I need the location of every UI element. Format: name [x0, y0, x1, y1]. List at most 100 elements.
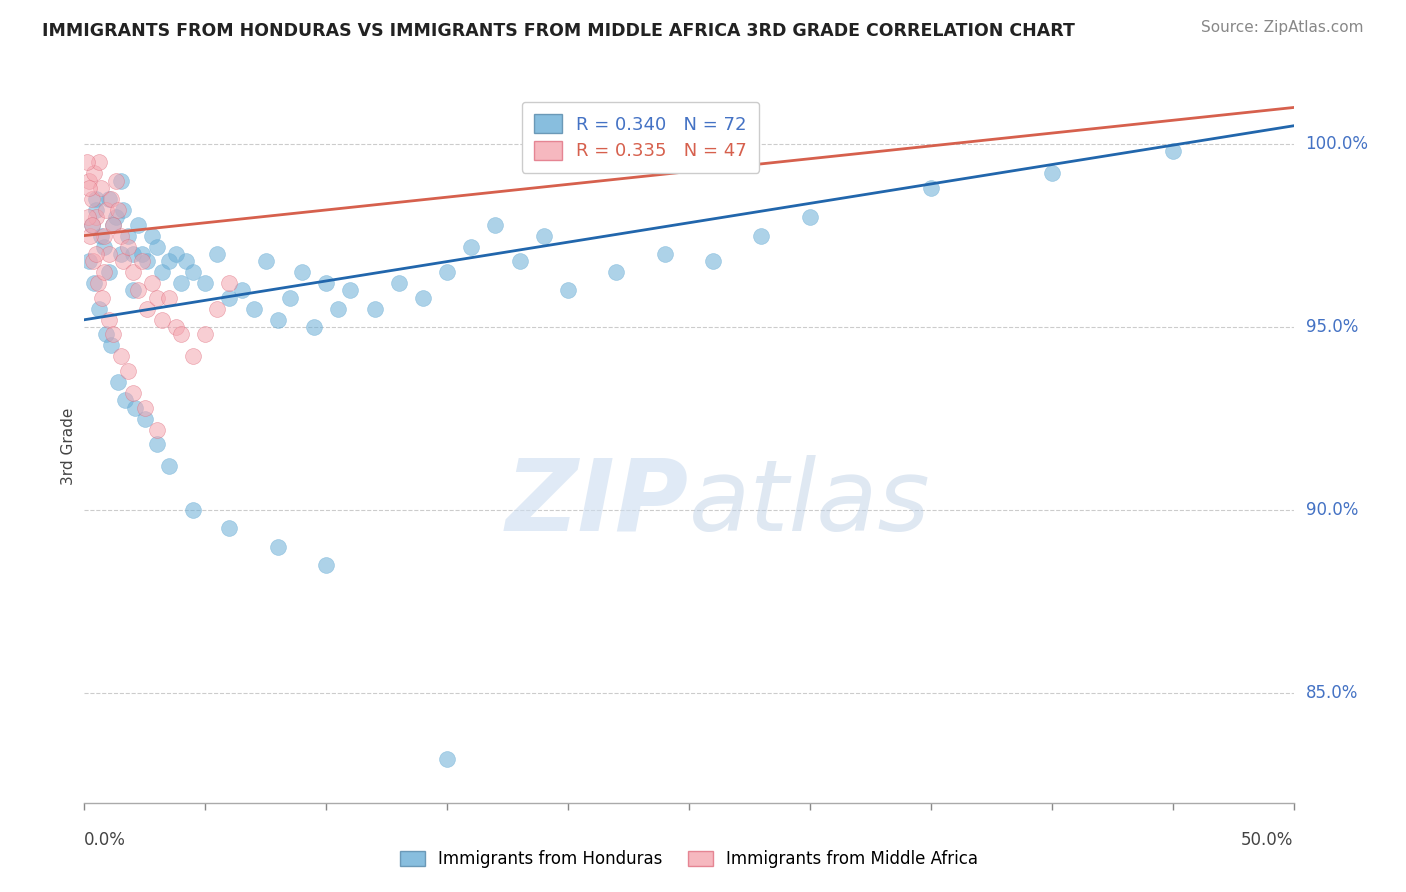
Point — [94, 327, 117, 342]
Point — [86, 276, 108, 290]
Point — [82, 254, 104, 268]
Point — [77, 181, 100, 195]
Point — [242, 301, 264, 316]
Text: atlas: atlas — [689, 455, 931, 551]
Text: ZIP: ZIP — [506, 455, 689, 551]
Point — [121, 265, 143, 279]
Text: 90.0%: 90.0% — [1306, 501, 1358, 519]
Point — [97, 192, 120, 206]
Point — [112, 254, 135, 268]
Point — [170, 327, 193, 342]
Point — [278, 291, 301, 305]
Point — [533, 228, 555, 243]
Point — [107, 202, 129, 217]
Point — [436, 752, 458, 766]
Point — [150, 265, 173, 279]
Point — [207, 247, 229, 261]
Point — [134, 411, 156, 425]
Point — [117, 239, 139, 253]
Point — [799, 211, 821, 225]
Point — [86, 211, 108, 225]
Point — [388, 276, 411, 290]
Point — [77, 174, 100, 188]
Point — [124, 401, 146, 415]
Point — [146, 423, 169, 437]
Point — [194, 276, 217, 290]
Point — [86, 202, 108, 217]
Point — [363, 301, 385, 316]
Point — [110, 349, 132, 363]
Point — [484, 218, 506, 232]
Point — [218, 521, 240, 535]
Point — [1161, 145, 1184, 159]
Legend: Immigrants from Honduras, Immigrants from Middle Africa: Immigrants from Honduras, Immigrants fro… — [394, 844, 984, 875]
Point — [146, 291, 169, 305]
Point — [131, 247, 153, 261]
Point — [315, 276, 337, 290]
Point — [80, 218, 103, 232]
Point — [702, 254, 724, 268]
Point — [83, 276, 105, 290]
Point — [141, 228, 163, 243]
Point — [77, 211, 100, 225]
Point — [146, 239, 169, 253]
Point — [117, 228, 139, 243]
Point — [79, 228, 101, 243]
Point — [605, 265, 627, 279]
Point — [557, 284, 579, 298]
Point — [94, 202, 117, 217]
Point — [107, 375, 129, 389]
Text: IMMIGRANTS FROM HONDURAS VS IMMIGRANTS FROM MIDDLE AFRICA 3RD GRADE CORRELATION : IMMIGRANTS FROM HONDURAS VS IMMIGRANTS F… — [42, 22, 1076, 40]
Point — [110, 228, 132, 243]
Point — [194, 327, 217, 342]
Point — [136, 254, 159, 268]
Legend: R = 0.340   N = 72, R = 0.335   N = 47: R = 0.340 N = 72, R = 0.335 N = 47 — [522, 102, 759, 173]
Point — [110, 247, 132, 261]
Point — [920, 181, 942, 195]
Point — [181, 349, 204, 363]
Point — [157, 291, 180, 305]
Point — [104, 211, 127, 225]
Point — [146, 437, 169, 451]
Text: 0.0%: 0.0% — [84, 831, 127, 849]
Text: 85.0%: 85.0% — [1306, 684, 1358, 702]
Point — [134, 401, 156, 415]
Point — [87, 301, 110, 316]
Point — [150, 312, 173, 326]
Point — [1040, 166, 1063, 180]
Point — [97, 312, 120, 326]
Point — [131, 254, 153, 268]
Point — [121, 247, 143, 261]
Point — [87, 155, 110, 169]
Text: 100.0%: 100.0% — [1306, 135, 1368, 153]
Point — [751, 228, 773, 243]
Point — [267, 312, 290, 326]
Point — [315, 558, 337, 572]
Point — [127, 284, 149, 298]
Point — [83, 166, 105, 180]
Point — [90, 228, 112, 243]
Point — [103, 327, 125, 342]
Point — [218, 276, 240, 290]
Point — [104, 174, 127, 188]
Y-axis label: 3rd Grade: 3rd Grade — [60, 408, 76, 484]
Point — [181, 503, 204, 517]
Point — [165, 320, 187, 334]
Point — [509, 254, 531, 268]
Point — [157, 254, 180, 268]
Point — [127, 218, 149, 232]
Point — [114, 393, 136, 408]
Point — [86, 192, 108, 206]
Point — [231, 284, 253, 298]
Point — [93, 239, 115, 253]
Point — [339, 284, 361, 298]
Point — [93, 228, 115, 243]
Point — [91, 291, 114, 305]
Point — [93, 265, 115, 279]
Point — [90, 181, 112, 195]
Point — [76, 155, 98, 169]
Point — [165, 247, 187, 261]
Point — [86, 247, 108, 261]
Point — [170, 276, 193, 290]
Point — [121, 386, 143, 401]
